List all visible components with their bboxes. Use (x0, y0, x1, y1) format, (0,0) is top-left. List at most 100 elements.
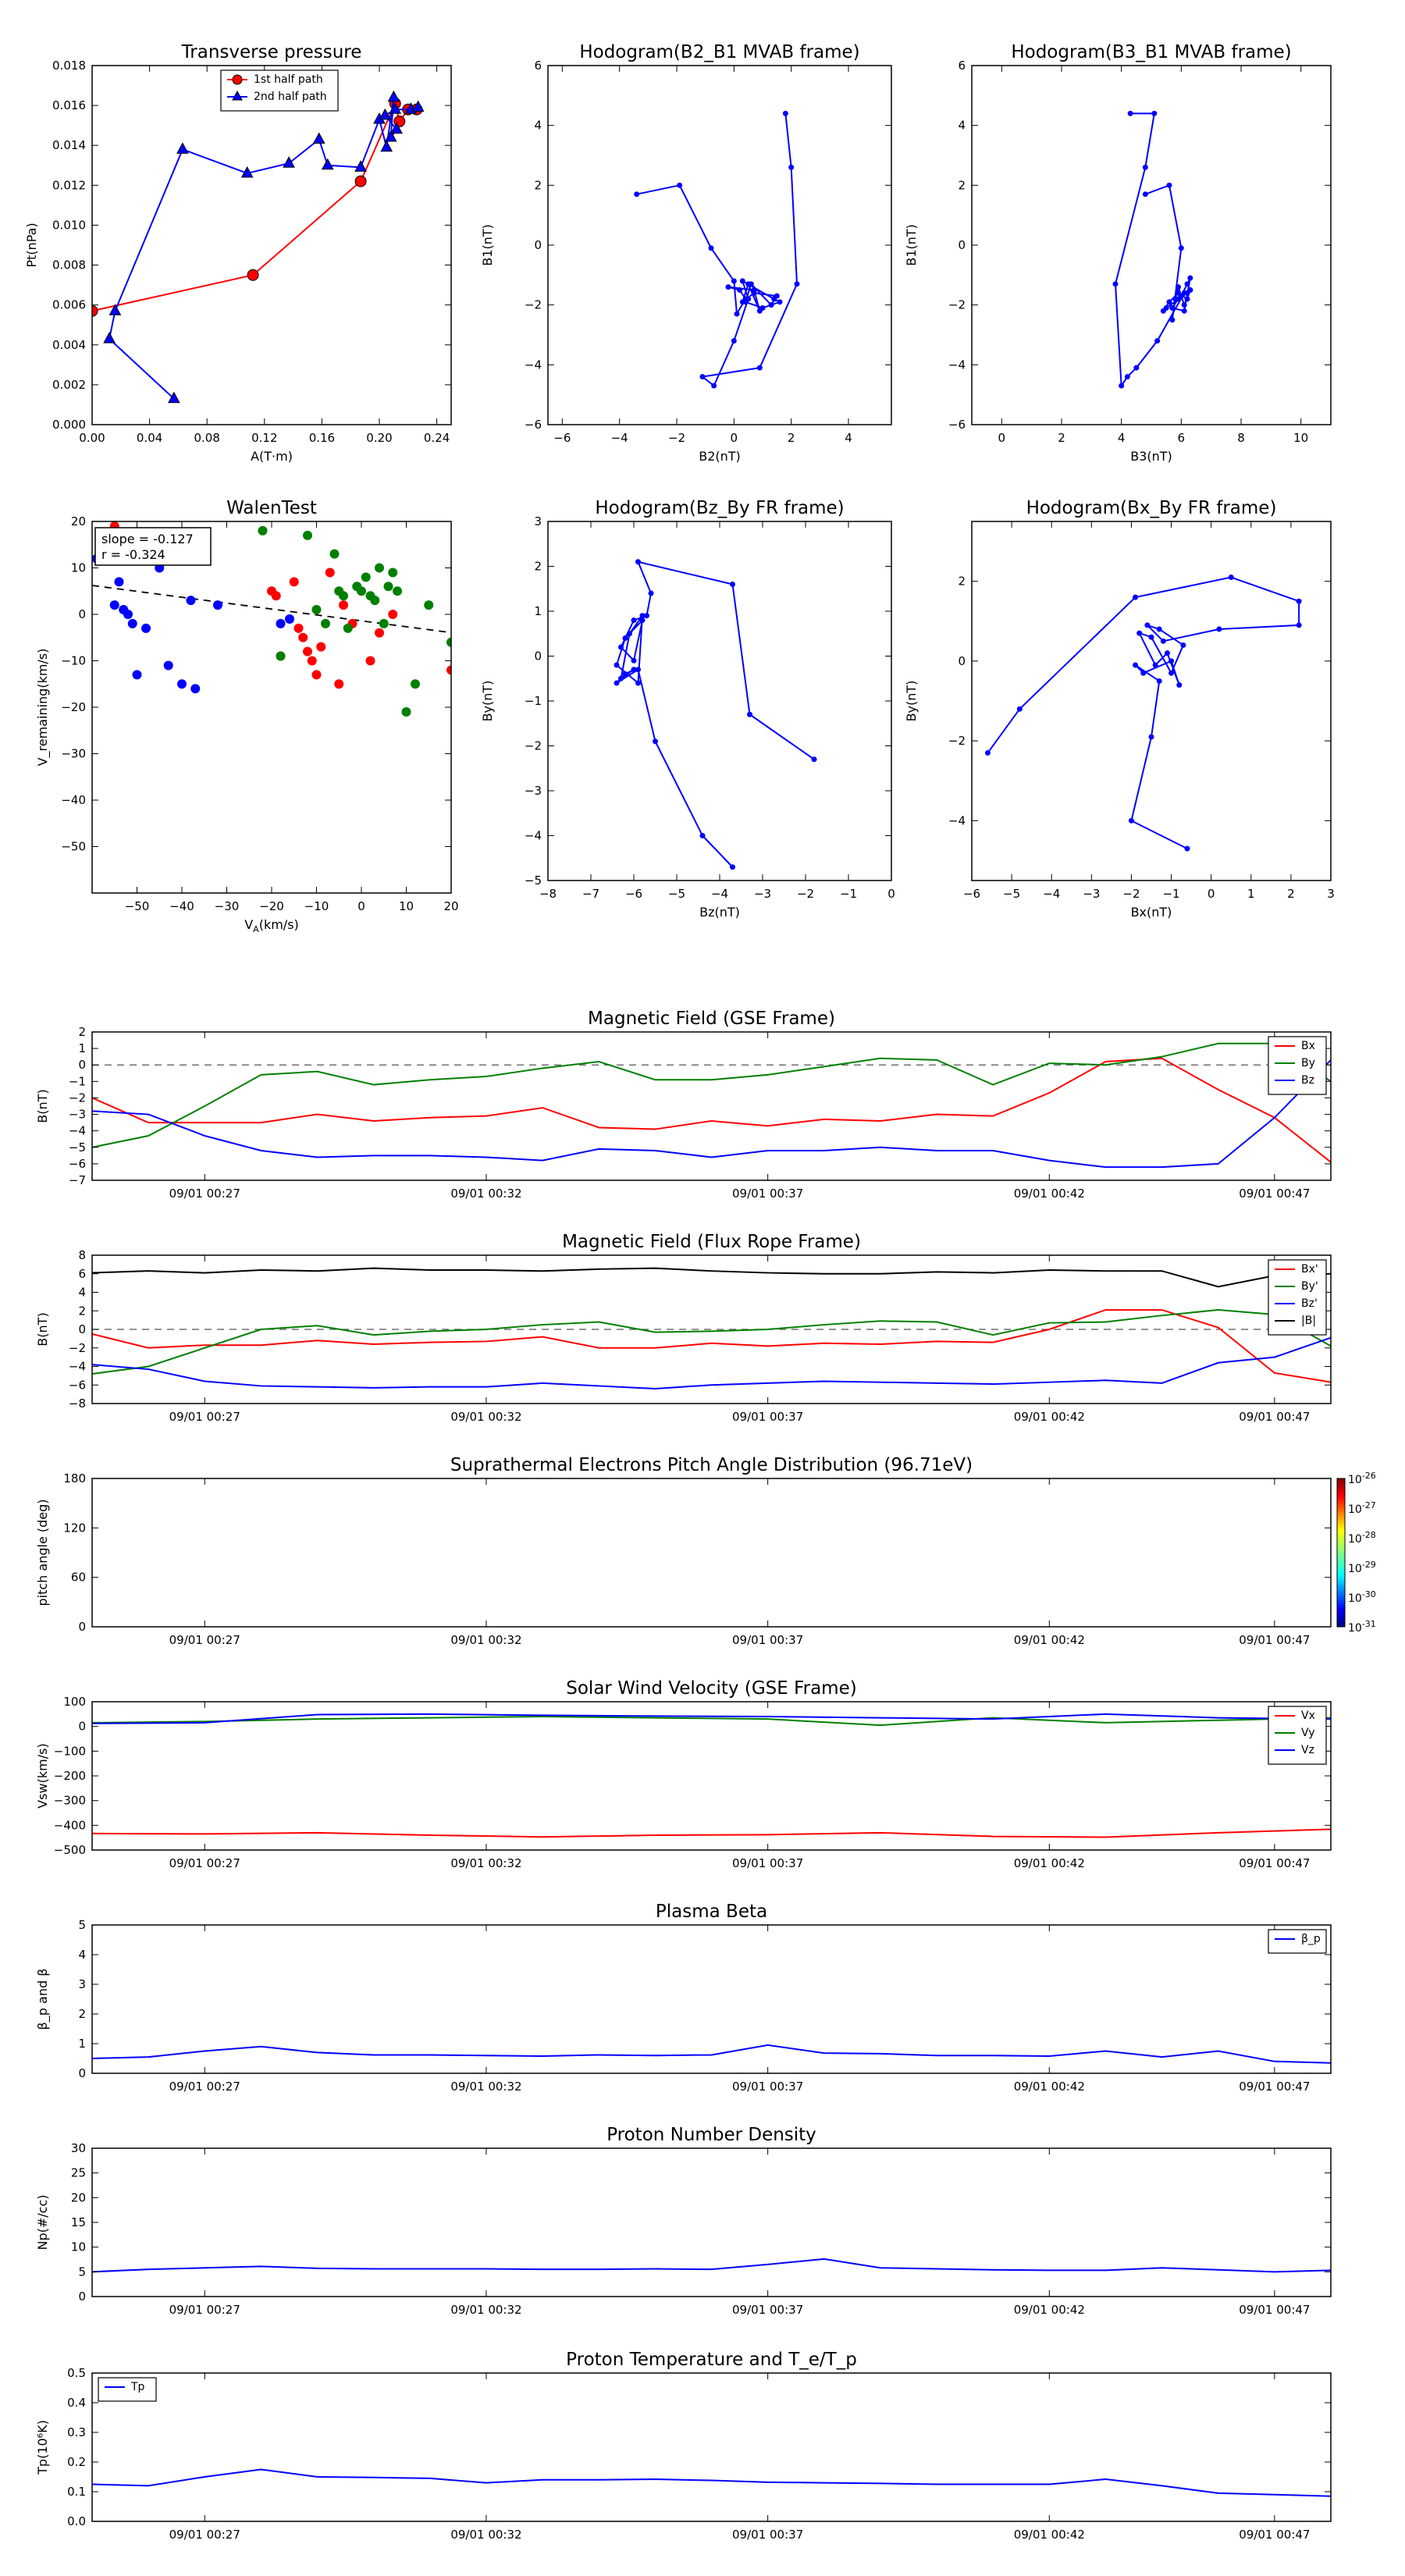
series-line (92, 1309, 1331, 1375)
y-tick-label: 0.1 (67, 2485, 86, 2499)
series-line (92, 1042, 1331, 1148)
x-tick-label: 09/01 00:27 (169, 2080, 240, 2094)
x-tick-label: 09/01 00:47 (1239, 1633, 1310, 1647)
data-point (383, 582, 393, 592)
x-tick-label: 0 (887, 887, 895, 901)
data-point (379, 618, 389, 628)
data-point (1156, 678, 1162, 684)
data-point (1168, 670, 1175, 676)
series-green (258, 525, 451, 717)
data-point (388, 568, 398, 578)
legend-label: By' (1301, 1280, 1318, 1293)
chart-mf_fr: Magnetic Field (Flux Rope Frame) 09/01 00… (35, 1232, 1332, 1424)
data-point (446, 637, 451, 647)
plot-frame (91, 521, 452, 894)
chart-pad: Suprathermal Electrons Pitch Angle Distr… (35, 1455, 1376, 1647)
colorbar-label: 10-27 (1348, 1500, 1376, 1516)
data-point (361, 572, 371, 582)
y-axis-label: Pt(nPa) (24, 222, 39, 267)
data-point (168, 391, 180, 404)
y-tick-label: −300 (54, 1794, 86, 1808)
data-point (747, 711, 752, 717)
y-tick-label: 0.012 (52, 178, 86, 192)
data-point (370, 596, 380, 606)
fit-line (91, 585, 452, 634)
data-point (343, 623, 353, 633)
x-tick-label: 10 (399, 899, 414, 913)
series-line (92, 1336, 1331, 1390)
data-point (393, 586, 402, 596)
x-tick-label: 09/01 00:42 (1014, 2528, 1085, 2542)
data-point (1142, 164, 1148, 170)
data-point (312, 132, 325, 144)
x-tick-label: 09/01 00:37 (732, 2528, 803, 2542)
y-axis-label: pitch angle (deg) (35, 1499, 50, 1606)
data-point (635, 559, 641, 565)
data-point (1154, 338, 1161, 344)
series-Bz (92, 1059, 1331, 1169)
data-point (1133, 365, 1140, 371)
series-2nd half path (103, 90, 425, 404)
series-By (92, 1042, 1331, 1148)
y-tick-label: −2 (948, 734, 966, 748)
x-tick-label: 09/01 00:37 (732, 1410, 803, 1424)
y-tick-label: 10 (71, 561, 86, 575)
chart-np: Proton Number Density 09/01 00:27 09/01 00… (35, 2125, 1332, 2317)
series-line (92, 1057, 1331, 1163)
series-line (92, 2044, 1331, 2064)
plot-area (92, 1267, 1331, 1390)
y-tick-label: 120 (63, 1521, 86, 1535)
data-point (635, 667, 641, 673)
data-point (1119, 382, 1125, 389)
x-tick-label: −2 (1122, 887, 1140, 901)
data-point (387, 90, 400, 102)
x-tick-label: −40 (169, 899, 194, 913)
data-point (627, 631, 632, 637)
x-tick-label: 0 (731, 431, 738, 445)
data-point (411, 679, 420, 689)
y-tick-label: 6 (534, 59, 542, 73)
series-Tp (92, 2468, 1331, 2497)
data-point (1176, 296, 1181, 302)
data-point (354, 175, 367, 187)
chart-title: Plasma Beta (656, 1902, 767, 1922)
data-point (132, 670, 142, 680)
data-point (618, 644, 624, 650)
data-point (1184, 845, 1190, 852)
data-point (108, 304, 122, 315)
data-point (644, 613, 649, 619)
data-point (339, 600, 348, 610)
data-point (1187, 287, 1193, 293)
y-tick-label: 2 (958, 575, 966, 589)
plot-frame (91, 1031, 1332, 1181)
x-tick-label: −1 (1162, 887, 1179, 901)
y-tick-label: 0.3 (67, 2425, 86, 2439)
y-tick-label: 2 (534, 560, 542, 574)
x-tick-label: 2 (1058, 431, 1065, 445)
y-tick-label: 0 (958, 654, 966, 668)
y-tick-label: −8 (69, 1397, 86, 1411)
y-tick-label: 8 (78, 1248, 86, 1262)
annotation-text: slope = -0.127 (101, 532, 194, 546)
x-tick-label: 0.24 (424, 431, 450, 445)
y-tick-label: 0.014 (52, 138, 86, 152)
x-tick-label: 09/01 00:37 (732, 2303, 803, 2317)
data-point (411, 100, 425, 112)
x-axis-label: A(T·m) (251, 449, 293, 464)
chart-title: Suprathermal Electrons Pitch Angle Distr… (450, 1455, 973, 1475)
y-tick-label: 1 (534, 604, 542, 618)
x-tick-label: 09/01 00:27 (169, 1633, 240, 1647)
y-axis-label: β_p and β (35, 1969, 51, 2030)
y-tick-label: −6 (69, 1378, 86, 1392)
data-point (388, 610, 398, 619)
data-point (375, 628, 384, 638)
legend-label: 2nd half path (254, 91, 327, 103)
x-tick-label: 09/01 00:37 (732, 1187, 803, 1201)
data-point (730, 864, 735, 870)
y-tick-label: 0.4 (67, 2396, 86, 2410)
legend-label: Vz (1301, 1744, 1314, 1756)
y-tick-label: −2 (525, 739, 542, 753)
y-tick-label: −6 (69, 1157, 86, 1171)
data-point (1180, 642, 1186, 648)
